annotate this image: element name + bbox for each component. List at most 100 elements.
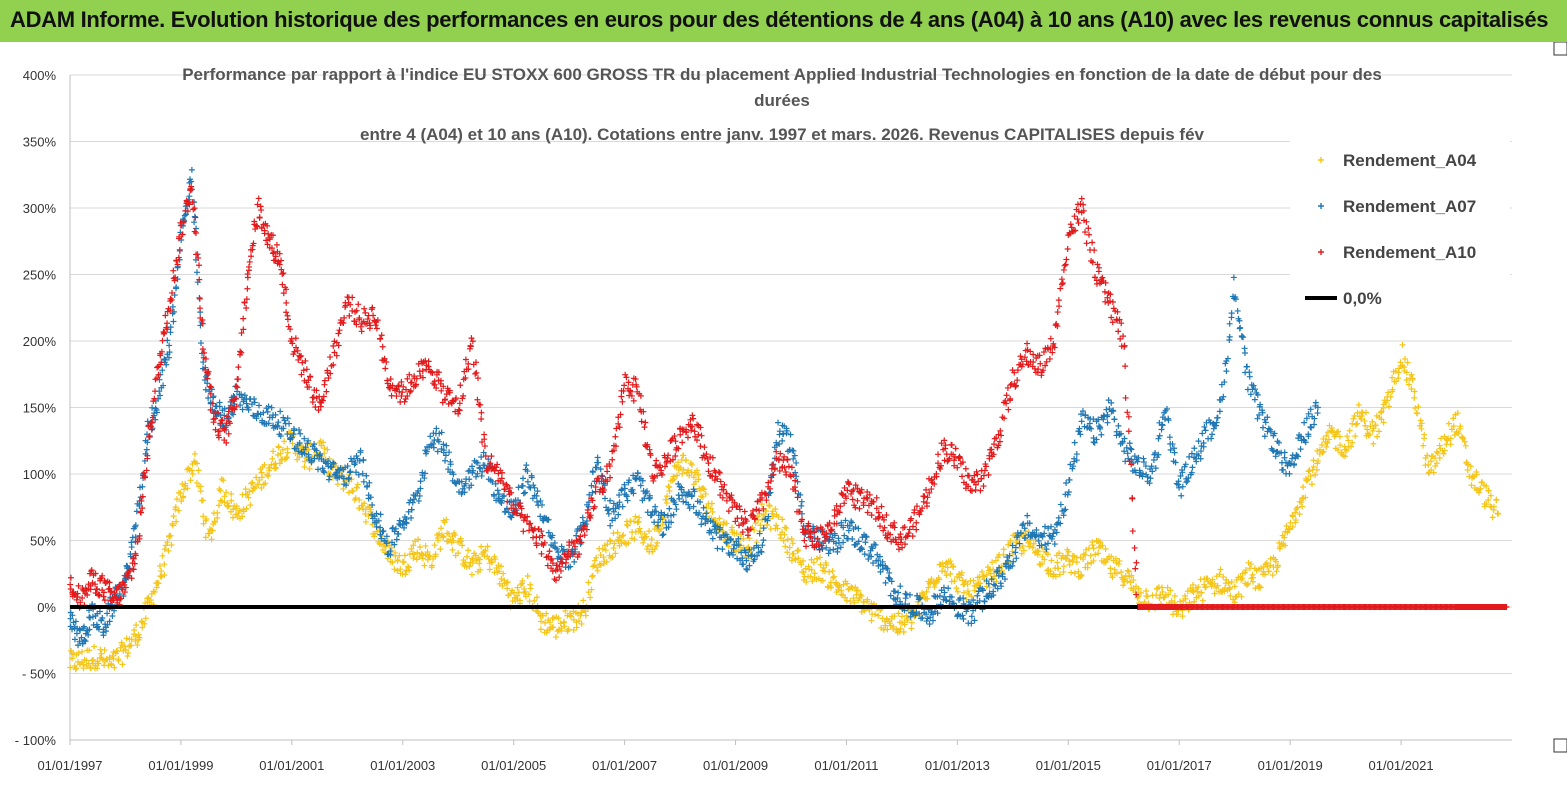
data-point [534, 594, 541, 601]
data-point [264, 472, 271, 479]
data-point [1389, 374, 1396, 381]
data-point [588, 586, 595, 593]
data-point [543, 610, 550, 617]
data-point [1333, 429, 1340, 436]
data-point [240, 398, 247, 405]
data-point [437, 546, 444, 553]
data-point [621, 485, 628, 492]
data-point [275, 444, 282, 451]
data-point [607, 497, 614, 504]
data-point [279, 446, 286, 453]
data-point [947, 570, 954, 577]
data-point [749, 551, 756, 558]
data-point [666, 505, 673, 512]
data-point [605, 506, 612, 513]
data-point [389, 559, 396, 566]
data-point [1256, 583, 1263, 590]
data-point [281, 417, 288, 424]
data-point [1075, 568, 1082, 575]
data-point [1436, 442, 1443, 449]
data-point [798, 561, 805, 568]
data-point [440, 534, 447, 541]
data-point [716, 515, 723, 522]
data-point [854, 587, 861, 594]
data-point [496, 568, 503, 575]
data-point [701, 486, 708, 493]
data-point [396, 552, 403, 559]
data-point [686, 472, 693, 479]
data-point [943, 572, 950, 579]
data-point [184, 485, 191, 492]
data-point [607, 522, 614, 529]
data-point [800, 557, 807, 564]
y-axis-ticks: 400%350%300%250%200%150%100%50%0%- 50%- … [15, 68, 57, 748]
data-point [1060, 563, 1067, 570]
data-point [89, 613, 96, 620]
data-point [794, 547, 801, 554]
data-point [1189, 587, 1196, 594]
data-point [1300, 483, 1307, 490]
data-point [616, 491, 623, 498]
data-point [1242, 567, 1249, 574]
data-point [1269, 572, 1276, 579]
data-point [720, 519, 727, 526]
data-point [246, 488, 253, 495]
data-point [553, 545, 560, 552]
data-point [816, 554, 823, 561]
data-point [887, 622, 894, 629]
data-point [265, 472, 272, 479]
data-point [746, 562, 753, 569]
data-point [377, 524, 384, 531]
data-point [239, 406, 246, 413]
data-point [1303, 477, 1310, 484]
data-point [1007, 537, 1014, 544]
data-point [1378, 408, 1385, 415]
data-point [580, 597, 587, 604]
data-point [700, 504, 707, 511]
data-point [188, 166, 195, 173]
data-point [1454, 410, 1461, 417]
data-point [95, 660, 102, 667]
legend-label: 0,0% [1343, 289, 1382, 308]
data-point [1239, 575, 1246, 582]
data-point [379, 528, 386, 535]
data-point [188, 178, 195, 185]
data-point [765, 513, 772, 520]
data-point [954, 588, 961, 595]
data-point [362, 518, 369, 525]
data-point [1493, 496, 1500, 503]
data-point [1399, 341, 1406, 348]
data-point [775, 513, 782, 520]
data-point [743, 557, 750, 564]
data-point [458, 478, 465, 485]
data-point [1228, 578, 1235, 585]
data-point [779, 437, 786, 444]
data-point [524, 478, 531, 485]
data-point [233, 503, 240, 510]
data-point [375, 517, 382, 524]
data-point [1455, 430, 1462, 437]
data-point [1438, 435, 1445, 442]
data-point [657, 516, 664, 523]
data-point [890, 624, 897, 631]
data-point [191, 450, 198, 457]
data-point [156, 562, 163, 569]
data-point [205, 395, 212, 402]
data-point [191, 219, 198, 226]
data-point [1048, 557, 1055, 564]
data-point [1447, 435, 1454, 442]
data-point [784, 549, 791, 556]
data-point [599, 545, 606, 552]
data-point [321, 450, 328, 457]
data-point [708, 529, 715, 536]
data-point [1107, 565, 1114, 572]
data-point [875, 612, 882, 619]
header-banner: ADAM Informe. Evolution historique des p… [0, 0, 1567, 42]
data-point [1189, 581, 1196, 588]
data-point [1267, 562, 1274, 569]
data-point [79, 640, 86, 647]
data-point [1395, 375, 1402, 382]
data-point [477, 566, 484, 573]
data-point [900, 629, 907, 636]
data-point [634, 519, 641, 526]
